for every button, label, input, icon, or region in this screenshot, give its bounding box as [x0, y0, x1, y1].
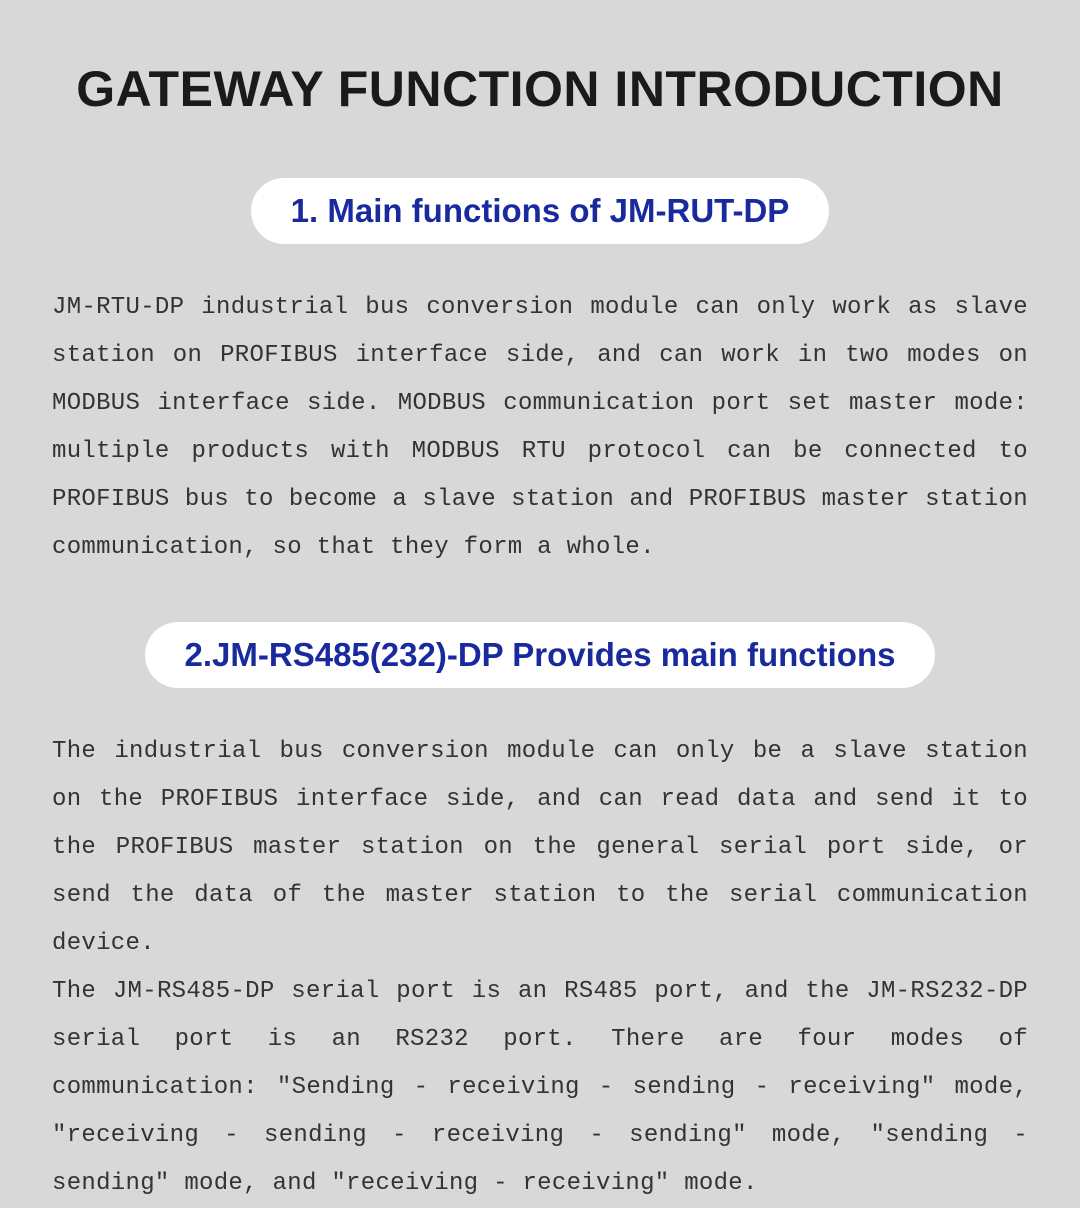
section-1-body: JM-RTU-DP industrial bus conversion modu…	[50, 284, 1030, 572]
section-2-paragraph-2: The JM-RS485-DP serial port is an RS485 …	[52, 968, 1028, 1208]
page-title: GATEWAY FUNCTION INTRODUCTION	[50, 60, 1030, 118]
section-1-heading-wrapper: 1. Main functions of JM-RUT-DP	[50, 178, 1030, 284]
section-2-heading: 2.JM-RS485(232)-DP Provides main functio…	[145, 622, 936, 688]
section-1-heading: 1. Main functions of JM-RUT-DP	[251, 178, 830, 244]
section-2-heading-wrapper: 2.JM-RS485(232)-DP Provides main functio…	[50, 622, 1030, 728]
section-2-paragraph-1: The industrial bus conversion module can…	[52, 728, 1028, 968]
section-2-body: The industrial bus conversion module can…	[50, 728, 1030, 1208]
